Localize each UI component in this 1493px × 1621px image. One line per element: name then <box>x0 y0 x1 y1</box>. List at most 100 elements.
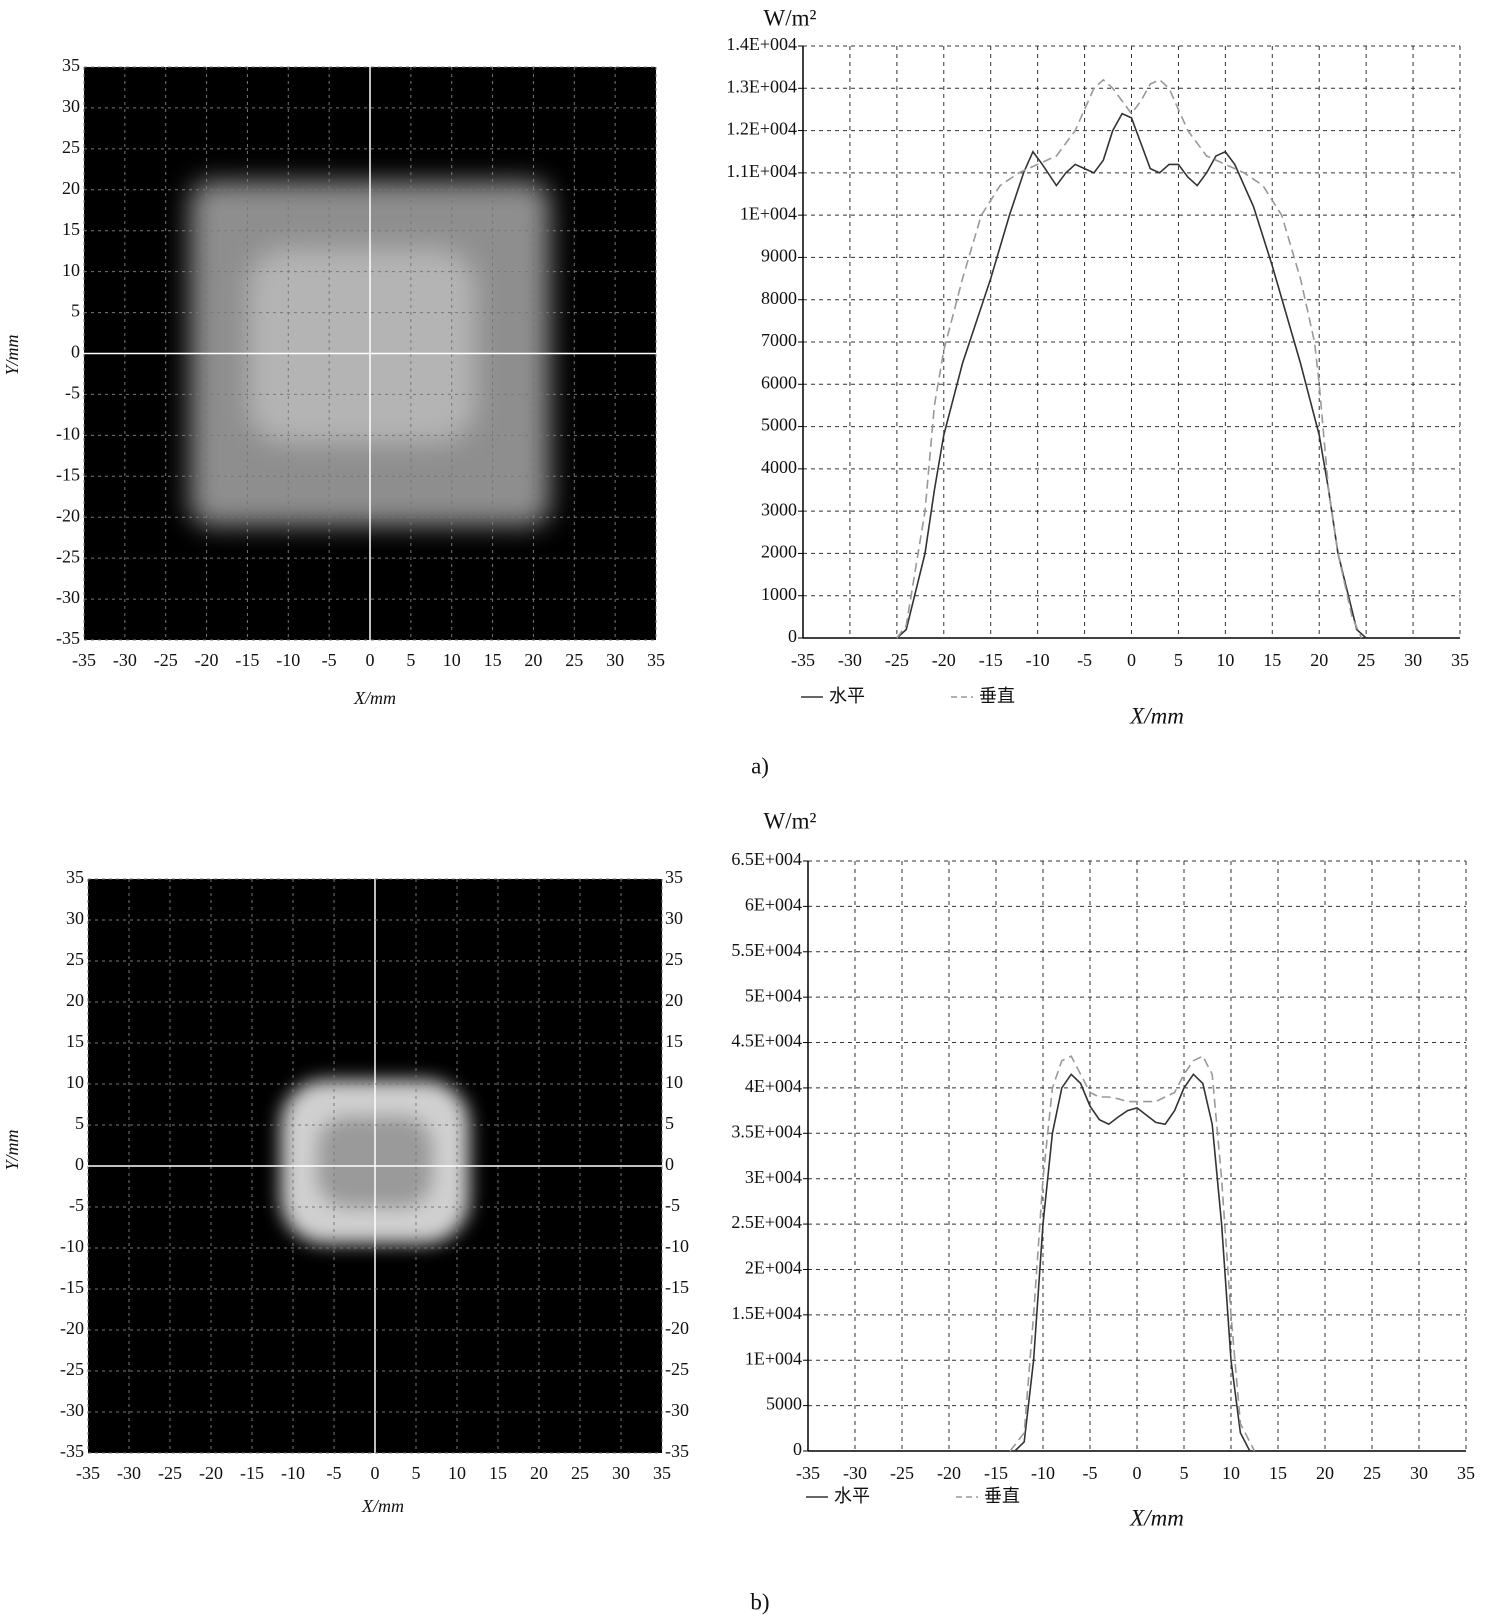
y-tick-label: -15 <box>60 1277 84 1297</box>
y-tick-label: 2E+004 <box>745 1258 802 1278</box>
x-tick-label: -10 <box>1026 650 1050 670</box>
y-tick-label: 5 <box>71 301 80 321</box>
y-tick-label: 5 <box>75 1113 84 1133</box>
x-tick-label: -30 <box>843 1463 867 1483</box>
y-tick-label: 30 <box>62 96 80 116</box>
y-tick-label: 6000 <box>761 372 797 392</box>
x-tick-label: 10 <box>448 1463 466 1483</box>
x-tick-label: 20 <box>524 650 542 670</box>
data-line <box>1014 1073 1251 1452</box>
y-tick-label: 1.5E+004 <box>731 1303 802 1323</box>
data-line <box>1009 1055 1256 1452</box>
y-tick-label: -35 <box>56 628 80 648</box>
y-tick-label: 6E+004 <box>745 895 802 915</box>
x-tick-label: -25 <box>885 650 909 670</box>
y-axis-label: Y/mm <box>2 1129 22 1170</box>
legend-label: 垂直 <box>979 686 1015 707</box>
x-tick-label: 15 <box>484 650 502 670</box>
y-tick-label: 20 <box>66 990 84 1010</box>
x-tick-label: -15 <box>240 1463 264 1483</box>
y-tick-label: 5E+004 <box>745 985 802 1005</box>
y-tick-label: 30 <box>665 908 683 928</box>
y-tick-label: 20 <box>665 990 683 1010</box>
y-tick-label: -20 <box>60 1318 84 1338</box>
y-tick-label: 4000 <box>761 457 797 477</box>
x-tick-label: -15 <box>235 650 259 670</box>
x-tick-label: 10 <box>443 650 461 670</box>
y-tick-label: 0 <box>793 1439 802 1459</box>
x-axis-label: X/mm <box>1129 1505 1184 1530</box>
x-tick-label: 0 <box>371 1463 380 1483</box>
data-line <box>896 78 1363 639</box>
y-tick-label: 20 <box>62 178 80 198</box>
x-axis-label: X/mm <box>353 688 396 708</box>
y-tick-label: -25 <box>665 1359 689 1379</box>
x-axis-label: X/mm <box>361 1496 404 1516</box>
y-tick-label: 2000 <box>761 542 797 562</box>
x-tick-label: -20 <box>937 1463 961 1483</box>
x-tick-label: -25 <box>154 650 178 670</box>
y-axis-label: W/m² <box>764 5 817 30</box>
y-tick-label: 10 <box>62 260 80 280</box>
y-tick-label: -5 <box>69 1195 84 1215</box>
x-tick-label: -35 <box>72 650 96 670</box>
y-tick-label: -20 <box>665 1318 689 1338</box>
y-tick-label: 0 <box>665 1154 674 1174</box>
caption: a) <box>751 753 769 778</box>
x-tick-label: 25 <box>1363 1463 1381 1483</box>
x-tick-label: 0 <box>1127 650 1136 670</box>
caption: b) <box>750 1589 769 1614</box>
x-tick-label: 15 <box>1269 1463 1287 1483</box>
y-tick-label: 35 <box>62 55 80 75</box>
x-tick-label: 35 <box>653 1463 671 1483</box>
y-tick-label: 0 <box>71 342 80 362</box>
y-tick-label: 10 <box>665 1072 683 1092</box>
y-tick-label: 1.2E+004 <box>726 119 797 139</box>
y-tick-label: -30 <box>60 1400 84 1420</box>
x-tick-label: -25 <box>158 1463 182 1483</box>
x-tick-label: -5 <box>322 650 337 670</box>
x-tick-label: -20 <box>195 650 219 670</box>
y-tick-label: 3000 <box>761 499 797 519</box>
x-tick-label: 35 <box>1457 1463 1475 1483</box>
x-axis-label: X/mm <box>1129 703 1184 728</box>
x-tick-label: -5 <box>1083 1463 1098 1483</box>
y-tick-label: 3E+004 <box>745 1167 802 1187</box>
y-tick-label: -10 <box>56 423 80 443</box>
y-tick-label: -20 <box>56 505 80 525</box>
x-tick-label: 30 <box>606 650 624 670</box>
x-tick-label: 35 <box>1451 650 1469 670</box>
y-tick-label: -5 <box>665 1195 680 1215</box>
y-tick-label: 25 <box>665 949 683 969</box>
y-tick-label: 1.4E+004 <box>726 34 797 54</box>
x-tick-label: 30 <box>1410 1463 1428 1483</box>
x-tick-label: 5 <box>406 650 415 670</box>
y-tick-label: 9000 <box>761 246 797 266</box>
irradiance-spot <box>247 247 477 444</box>
x-tick-label: -5 <box>1077 650 1092 670</box>
x-tick-label: 5 <box>1174 650 1183 670</box>
y-tick-label: 15 <box>665 1031 683 1051</box>
y-tick-label: -15 <box>56 464 80 484</box>
x-tick-label: -10 <box>281 1463 305 1483</box>
x-tick-label: 25 <box>571 1463 589 1483</box>
y-tick-label: -35 <box>60 1441 84 1461</box>
y-axis-label: W/m² <box>764 808 817 833</box>
x-tick-label: 15 <box>1263 650 1281 670</box>
y-tick-label: -15 <box>665 1277 689 1297</box>
x-tick-label: -35 <box>796 1463 820 1483</box>
y-tick-label: 4.5E+004 <box>731 1031 802 1051</box>
x-tick-label: -30 <box>838 650 862 670</box>
x-tick-label: -30 <box>117 1463 141 1483</box>
y-tick-label: 15 <box>66 1031 84 1051</box>
x-tick-label: 0 <box>1133 1463 1142 1483</box>
y-tick-label: -5 <box>65 383 80 403</box>
x-tick-label: -15 <box>979 650 1003 670</box>
y-tick-label: -10 <box>60 1236 84 1256</box>
x-tick-label: -35 <box>791 650 815 670</box>
y-tick-label: 25 <box>62 137 80 157</box>
x-tick-label: 5 <box>412 1463 421 1483</box>
x-tick-label: 0 <box>366 650 375 670</box>
x-tick-label: -10 <box>1031 1463 1055 1483</box>
